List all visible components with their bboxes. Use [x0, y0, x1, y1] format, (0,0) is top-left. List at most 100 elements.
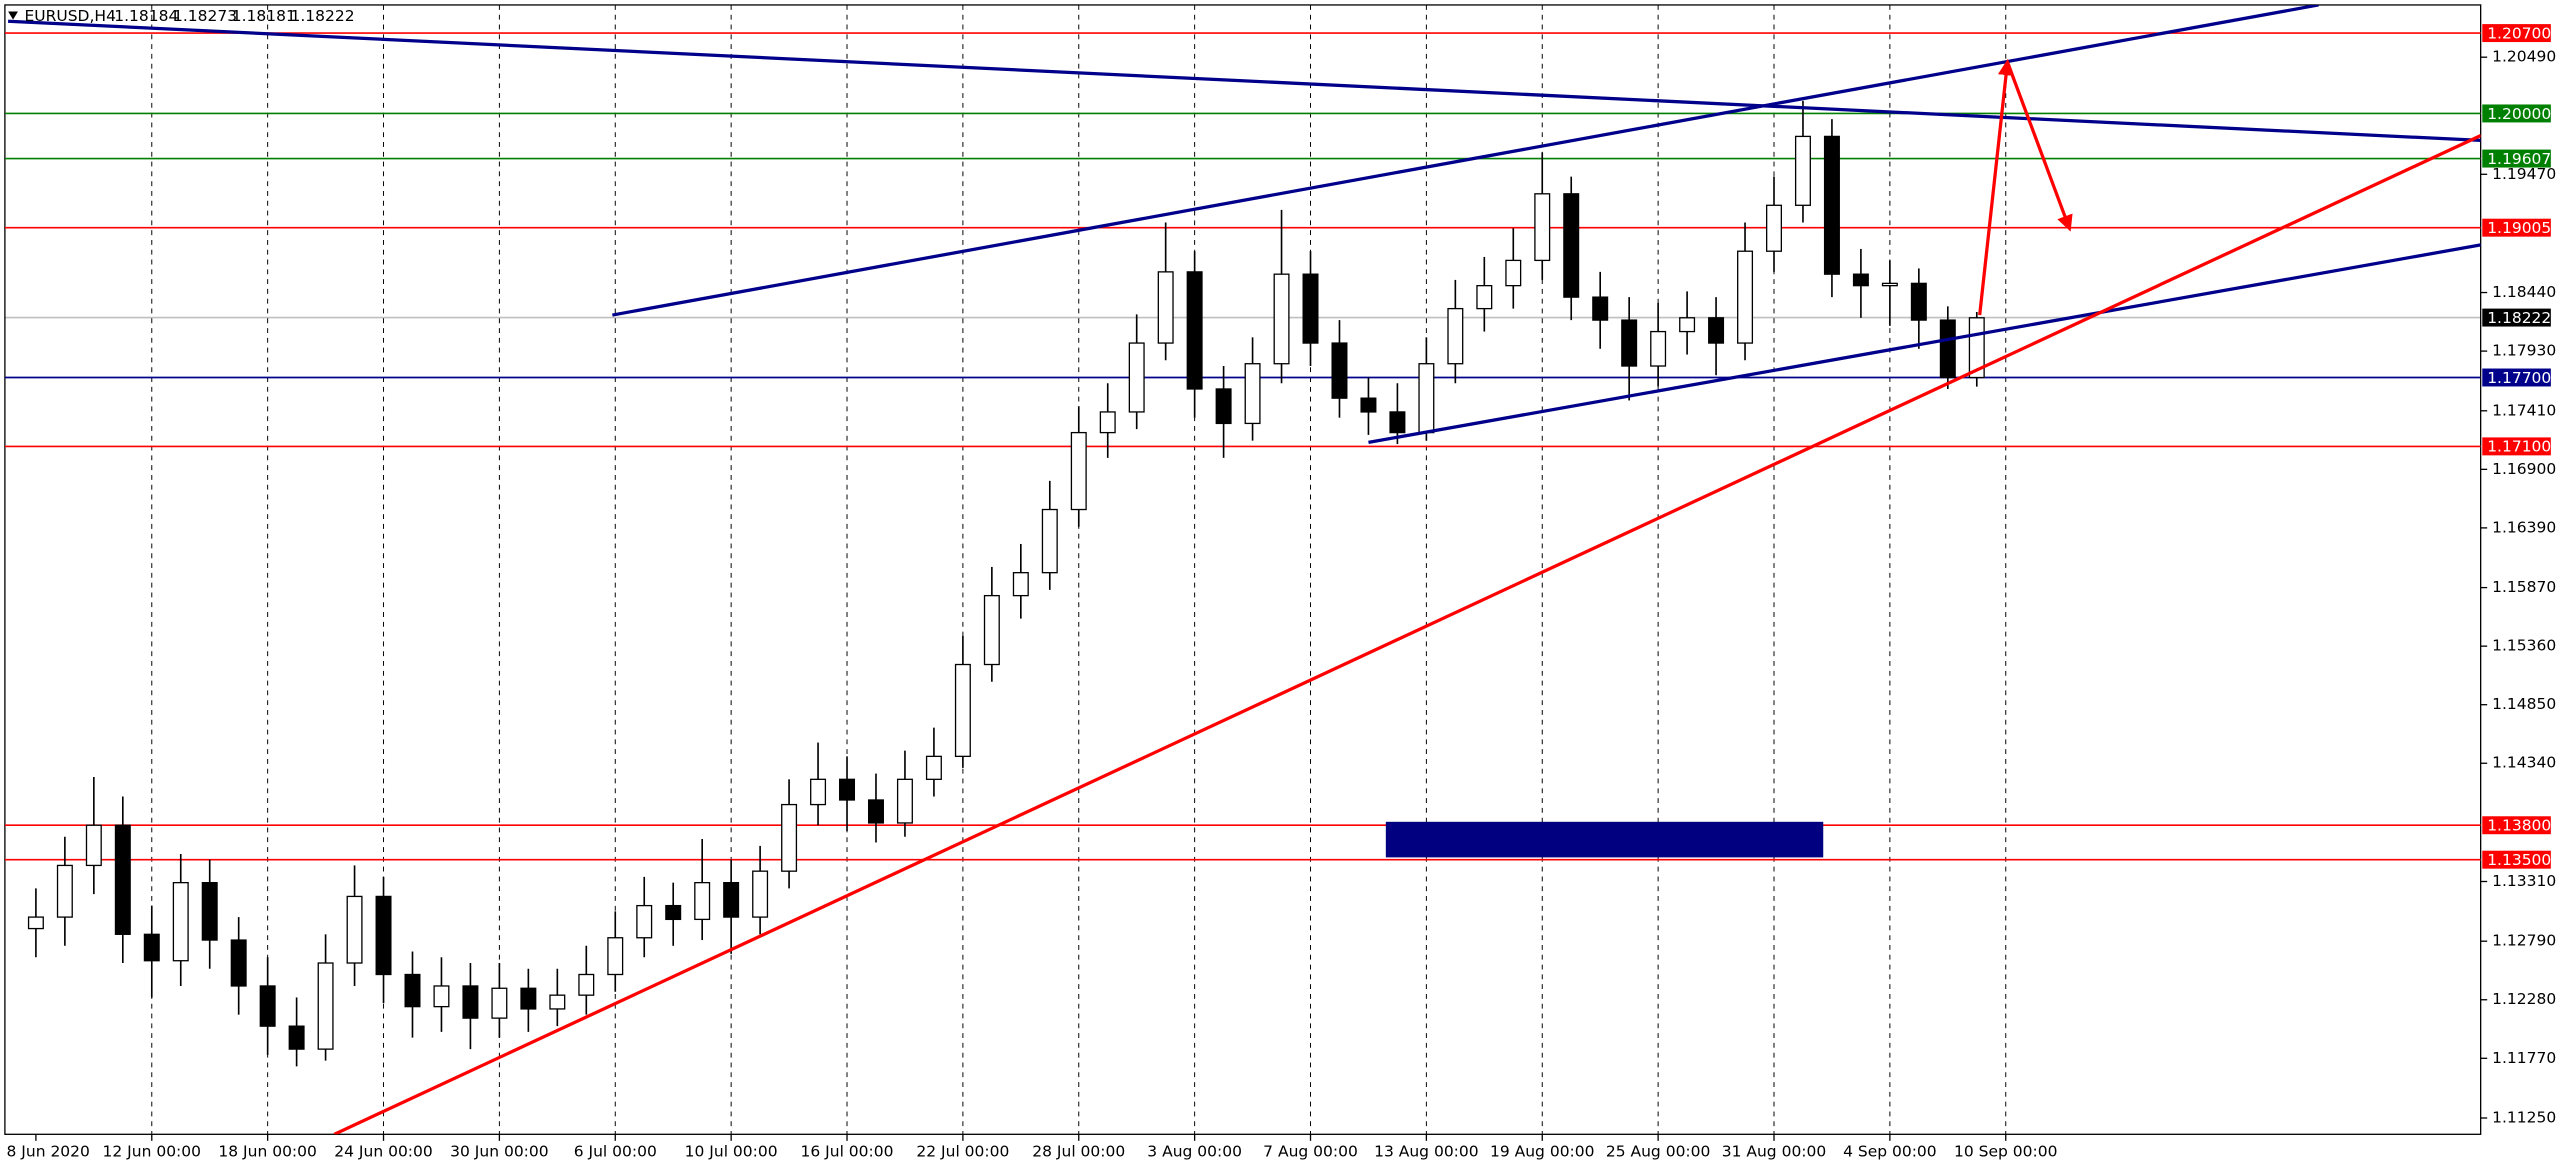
candle-body — [665, 904, 682, 921]
candle-body — [896, 778, 913, 824]
candle-body — [1012, 572, 1029, 597]
x-tick-label: 10 Sep 00:00 — [1954, 1143, 2057, 1161]
candle-body — [1331, 342, 1348, 399]
candle-body — [230, 939, 247, 987]
level-label: 1.19005 — [2487, 219, 2551, 237]
y-tick-label: 1.14340 — [2492, 754, 2556, 772]
y-tick-label: 1.12790 — [2492, 932, 2556, 950]
x-tick-label: 28 Jul 00:00 — [1032, 1143, 1125, 1161]
candle-body — [346, 895, 363, 964]
candle-body — [1794, 135, 1811, 206]
candle-body — [1852, 273, 1869, 287]
candle-body — [636, 904, 653, 939]
x-tick-label: 18 Jun 00:00 — [218, 1143, 316, 1161]
y-tick-label: 1.19470 — [2492, 165, 2556, 183]
level-label-box — [2482, 149, 2551, 168]
x-tick-label: 8 Jun 2020 — [7, 1143, 90, 1161]
level-label: 1.17100 — [2487, 438, 2551, 456]
candle-body — [433, 985, 450, 1008]
level-label: 1.13500 — [2487, 851, 2551, 869]
candle-body — [1708, 317, 1725, 344]
candle-body — [781, 803, 798, 872]
quote-close: 1.18222 — [290, 7, 354, 25]
level-label: 1.18222 — [2487, 309, 2551, 327]
x-tick-label: 19 Aug 00:00 — [1490, 1143, 1595, 1161]
candle-body — [694, 881, 711, 921]
candle-body — [114, 824, 131, 935]
candle-body — [143, 933, 160, 962]
candle-body — [1476, 285, 1493, 310]
candle-body — [1447, 307, 1464, 365]
candle-body — [578, 973, 595, 996]
y-tick-label: 1.16390 — [2492, 518, 2556, 536]
arrow — [2005, 61, 2073, 232]
candle-body — [1823, 135, 1840, 275]
candle-body — [867, 799, 884, 824]
quote-high: 1.18273 — [173, 7, 237, 25]
candle-body — [1041, 508, 1058, 574]
candle-body — [1302, 273, 1319, 344]
x-tick-label: 6 Jul 00:00 — [574, 1143, 657, 1161]
y-tick-label: 1.17410 — [2492, 401, 2556, 419]
x-tick-label: 3 Aug 00:00 — [1147, 1143, 1242, 1161]
candle-body — [1389, 411, 1406, 434]
candle-body — [1939, 319, 1956, 379]
candle-body — [1737, 250, 1754, 344]
x-tick-label: 13 Aug 00:00 — [1374, 1143, 1479, 1161]
y-tick-label: 1.17930 — [2492, 342, 2556, 360]
x-tick-label: 16 Jul 00:00 — [801, 1143, 894, 1161]
candle-body — [520, 987, 537, 1010]
level-label-box — [2482, 368, 2551, 387]
candle-body — [1099, 411, 1116, 434]
zones — [1385, 821, 1824, 858]
candle-body — [1910, 282, 1927, 321]
candle-body — [1621, 319, 1638, 367]
candle-body — [1881, 282, 1898, 287]
candle-body — [462, 985, 479, 1019]
candle-body — [839, 778, 856, 801]
candle-body — [1679, 317, 1696, 333]
quote-low: 1.18181 — [232, 7, 296, 25]
candle-body — [549, 994, 566, 1010]
y-tick-label: 1.11770 — [2492, 1049, 2556, 1067]
menu-triangle — [8, 11, 18, 20]
level-label: 1.20000 — [2487, 105, 2551, 123]
trendline — [1368, 243, 2481, 444]
candles — [27, 100, 1985, 1067]
candle-body — [172, 881, 189, 962]
candle-body — [1418, 363, 1435, 434]
candle-body — [752, 870, 769, 918]
candle-body — [201, 881, 218, 941]
candle-body — [1128, 342, 1145, 413]
candle-body — [723, 881, 740, 918]
candle-body — [375, 895, 392, 976]
candle-body — [1505, 259, 1522, 287]
level-label-box — [2482, 816, 2551, 835]
candle-body — [1563, 193, 1580, 298]
candle-body — [1273, 273, 1290, 365]
zone — [1385, 821, 1824, 858]
x-tick-label: 7 Aug 00:00 — [1263, 1143, 1358, 1161]
candle-body — [288, 1025, 305, 1050]
y-tick-label: 1.11250 — [2492, 1109, 2556, 1127]
candle-body — [954, 663, 971, 758]
level-label: 1.17700 — [2487, 369, 2551, 387]
levels — [4, 32, 2481, 861]
trendline — [333, 134, 2481, 1135]
candle-body — [607, 937, 624, 976]
level-label-box — [2482, 308, 2551, 327]
y-tick-label: 1.15360 — [2492, 637, 2556, 655]
y-tick-label: 1.20490 — [2492, 48, 2556, 66]
x-tick-label: 4 Sep 00:00 — [1843, 1143, 1937, 1161]
y-tick-label: 1.14850 — [2492, 695, 2556, 713]
level-label-box — [2482, 218, 2551, 237]
x-tick-label: 10 Jul 00:00 — [685, 1143, 778, 1161]
axes: 1.20490 1.19470 1.18440 1.17930 1.17410 1.169… — [7, 48, 2557, 1161]
candle-body — [491, 987, 508, 1019]
level-label: 1.20700 — [2487, 24, 2551, 42]
plot-frame — [4, 4, 2482, 1135]
x-tick-label: 25 Aug 00:00 — [1606, 1143, 1711, 1161]
candle-body — [1650, 330, 1667, 367]
trendlines — [8, 4, 2481, 1135]
